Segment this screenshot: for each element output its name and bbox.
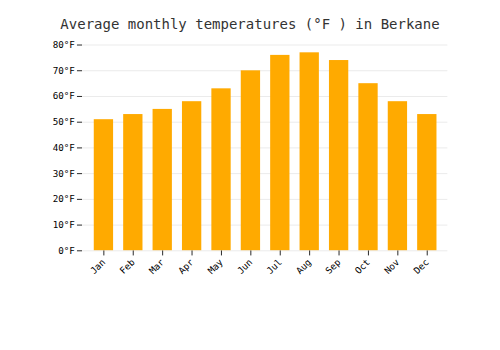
svg-text:Feb: Feb xyxy=(117,256,137,276)
svg-text:Nov: Nov xyxy=(382,256,402,276)
svg-text:Apr: Apr xyxy=(176,256,196,276)
svg-text:Mar: Mar xyxy=(147,256,167,276)
svg-text:30°F: 30°F xyxy=(53,168,75,179)
svg-text:50°F: 50°F xyxy=(53,116,75,127)
html-text:Average monthly temperatures (: Average monthly temperatures (°F ) in Be… xyxy=(60,16,440,32)
svg-text:40°F: 40°F xyxy=(53,142,75,153)
svg-text:May: May xyxy=(205,256,225,276)
svg-text:10°F: 10°F xyxy=(53,219,75,230)
svg-text:Jan: Jan xyxy=(88,256,108,276)
svg-text:60°F: 60°F xyxy=(53,90,75,101)
svg-text:Jul: Jul xyxy=(264,256,284,276)
svg-text:Dec: Dec xyxy=(411,256,431,276)
svg-text:Aug: Aug xyxy=(294,256,314,276)
svg-text:0°F: 0°F xyxy=(58,245,75,256)
svg-text:Jun: Jun xyxy=(235,256,255,276)
svg-text:70°F: 70°F xyxy=(53,65,75,76)
svg-text:80°F: 80°F xyxy=(53,39,75,50)
svg-text:Sep: Sep xyxy=(323,256,343,276)
svg-text:Oct: Oct xyxy=(352,256,372,276)
svg-text:20°F: 20°F xyxy=(53,193,75,204)
